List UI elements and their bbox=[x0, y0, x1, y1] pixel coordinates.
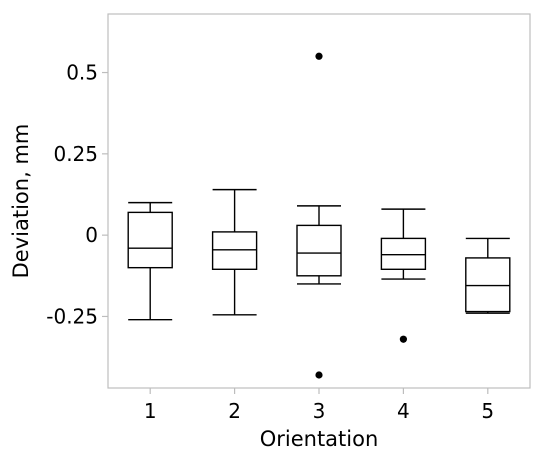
y-tick-label: 0.25 bbox=[53, 142, 98, 166]
x-tick-label: 3 bbox=[313, 399, 326, 423]
plot-frame bbox=[107, 13, 531, 389]
box-iqr bbox=[211, 231, 258, 270]
outlier-point bbox=[315, 371, 323, 379]
box-group-4 bbox=[380, 208, 427, 343]
y-tick-label: 0 bbox=[85, 223, 98, 247]
y-axis-title: Deviation, mm bbox=[9, 124, 33, 279]
x-axis-title: Orientation bbox=[260, 427, 379, 451]
x-tick-label: 1 bbox=[144, 399, 157, 423]
x-tick-label: 2 bbox=[228, 399, 241, 423]
outlier-point bbox=[399, 335, 407, 343]
x-tick-label: 4 bbox=[397, 399, 410, 423]
x-tick-label: 5 bbox=[481, 399, 494, 423]
box-group-5 bbox=[465, 237, 511, 314]
y-tick-label: 0.5 bbox=[66, 61, 98, 85]
box-group-2 bbox=[211, 188, 258, 316]
box-iqr bbox=[296, 224, 342, 277]
outlier-point bbox=[315, 52, 323, 60]
y-tick-label: -0.25 bbox=[46, 304, 98, 328]
box-iqr bbox=[127, 211, 173, 269]
box-group-1 bbox=[127, 201, 173, 321]
box-group-3 bbox=[296, 52, 342, 379]
box-iqr bbox=[465, 257, 511, 313]
box-iqr bbox=[380, 237, 427, 270]
